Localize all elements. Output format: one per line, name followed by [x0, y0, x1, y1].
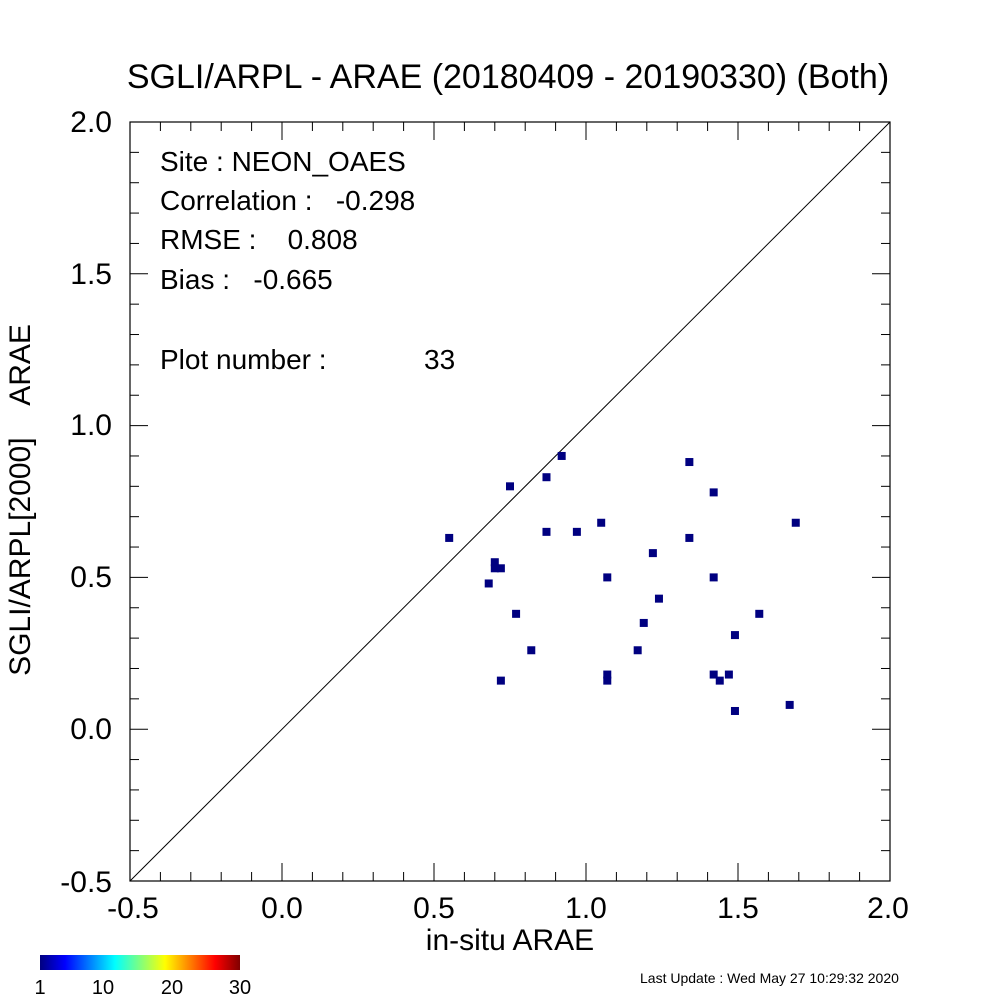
statistics-box: Site : NEON_OAES Correlation : -0.298 RM… — [160, 146, 455, 375]
data-point — [730, 631, 739, 640]
data-point — [785, 700, 794, 709]
plot-frame — [129, 121, 891, 882]
site-text: Site : NEON_OAES — [160, 146, 406, 177]
y-tick-label: -0.5 — [60, 866, 112, 899]
data-point — [512, 609, 521, 618]
data-point — [709, 488, 718, 497]
y-tick-label: 0.5 — [70, 561, 112, 594]
data-point — [730, 706, 739, 715]
data-point — [654, 594, 663, 603]
plot-number-value: 33 — [424, 344, 455, 375]
data-point — [724, 670, 733, 679]
data-point — [639, 618, 648, 627]
axis-ticks — [129, 121, 891, 882]
data-point — [709, 573, 718, 582]
data-point — [496, 564, 505, 573]
x-tick-label: -0.5 — [107, 892, 159, 925]
data-point — [527, 646, 536, 655]
data-points — [445, 451, 800, 715]
data-point — [506, 482, 514, 491]
colorbar-label: 1 — [34, 977, 45, 999]
data-point — [603, 573, 612, 582]
data-point — [685, 458, 694, 467]
data-point — [557, 451, 566, 460]
colorbar-label: 10 — [92, 977, 114, 999]
data-point — [648, 549, 657, 558]
y-tick-label: 0.0 — [70, 713, 112, 746]
colorbar-label: 20 — [161, 977, 183, 999]
y-tick-label: 1.5 — [70, 258, 112, 291]
plot-number-label: Plot number : — [160, 344, 327, 375]
x-tick-label: 2.0 — [867, 892, 909, 925]
x-tick-label: 1.0 — [565, 892, 607, 925]
data-point — [603, 670, 612, 679]
colorbar: 1 10 20 30 — [34, 955, 251, 999]
data-point — [542, 527, 551, 536]
data-point — [685, 533, 694, 542]
data-point — [542, 473, 551, 482]
correlation-text: Correlation : -0.298 — [160, 185, 415, 216]
one-to-one-line — [129, 121, 891, 882]
y-tick-label: 2.0 — [70, 106, 112, 139]
y-axis-label: SGLI/ARPL[2000] ARAE — [4, 324, 37, 676]
colorbar-gradient — [40, 955, 240, 970]
data-point — [755, 609, 764, 618]
data-point — [445, 533, 454, 542]
data-point — [496, 676, 505, 685]
x-tick-label: 1.5 — [717, 892, 759, 925]
data-point — [597, 518, 606, 527]
data-point — [490, 558, 499, 567]
y-tick-label: 1.0 — [70, 409, 112, 442]
data-point — [791, 518, 800, 527]
x-tick-label: 0.0 — [261, 892, 303, 925]
colorbar-label: 30 — [229, 977, 251, 999]
chart-title: SGLI/ARPL - ARAE (20180409 - 20190330) (… — [127, 58, 889, 96]
bias-text: Bias : -0.665 — [160, 264, 333, 295]
data-point — [633, 646, 642, 655]
last-update-text: Last Update : Wed May 27 10:29:32 2020 — [640, 970, 899, 986]
x-tick-labels: -0.5 0.0 0.5 1.0 1.5 2.0 — [107, 892, 909, 925]
x-tick-label: 0.5 — [413, 892, 455, 925]
rmse-text: RMSE : 0.808 — [160, 224, 358, 255]
data-point — [709, 670, 718, 679]
data-point — [490, 564, 499, 573]
y-tick-labels: -0.5 0.0 0.5 1.0 1.5 2.0 — [60, 106, 112, 899]
data-point — [572, 527, 581, 536]
data-point — [484, 579, 493, 588]
data-point — [603, 676, 612, 685]
data-point — [715, 676, 724, 685]
x-axis-label: in-situ ARAE — [426, 924, 594, 957]
